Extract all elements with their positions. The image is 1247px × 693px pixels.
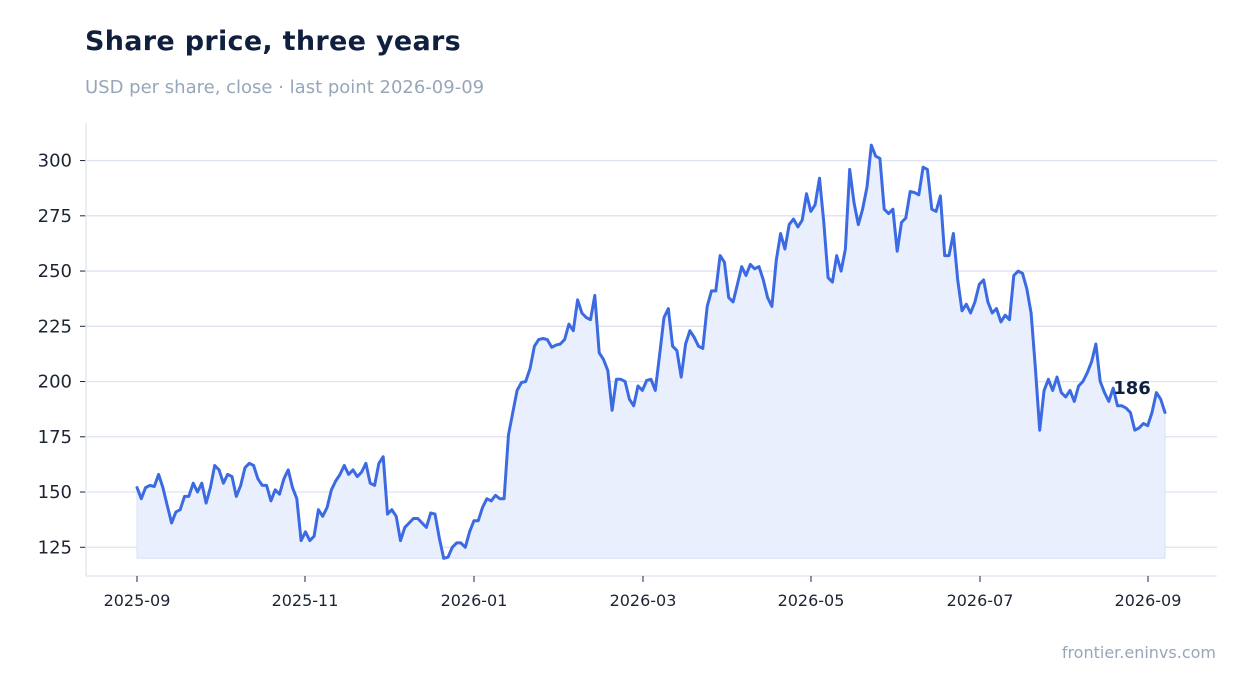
ytick-label: 150 <box>38 482 72 503</box>
ytick-label: 300 <box>38 151 72 172</box>
xtick-label: 2025-09 <box>104 591 171 610</box>
xtick-label: 2026-07 <box>947 591 1014 610</box>
xtick-label: 2025-11 <box>272 591 339 610</box>
last-value-label: 186 <box>1113 378 1151 399</box>
xtick-label: 2026-03 <box>610 591 677 610</box>
chart-subtitle: USD per share, close · last point 2026-0… <box>85 77 485 98</box>
ytick-label: 275 <box>38 206 72 227</box>
price-area <box>136 144 1166 559</box>
ytick-label: 250 <box>38 261 72 282</box>
chart-title: Share price, three years <box>85 26 461 57</box>
xtick-label: 2026-09 <box>1115 591 1182 610</box>
ytick-label: 200 <box>38 372 72 393</box>
xtick-label: 2026-05 <box>778 591 845 610</box>
ytick-label: 175 <box>38 427 72 448</box>
source-credit: frontier.eninvs.com <box>1061 643 1216 662</box>
ytick-label: 225 <box>38 316 72 337</box>
ytick-label: 125 <box>38 537 72 558</box>
price-line <box>135 143 1167 560</box>
xtick-label: 2026-01 <box>441 591 508 610</box>
